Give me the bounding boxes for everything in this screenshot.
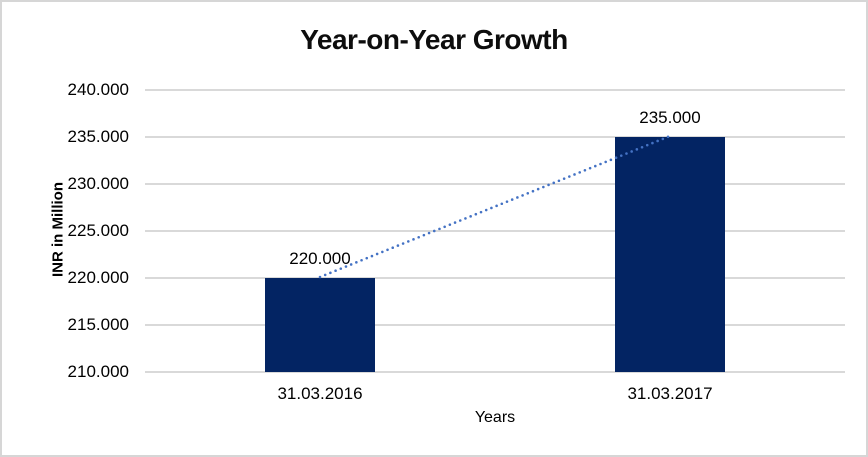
y-tick-label: 225.000: [67, 221, 129, 240]
x-axis-title: Years: [474, 409, 516, 426]
x-tick-label: 31.03.2017: [627, 384, 713, 403]
y-tick-label: 240.000: [67, 80, 129, 99]
x-tick-label: 31.03.2016: [277, 384, 363, 403]
chart-title: Year-on-Year Growth: [300, 24, 568, 55]
gridline: [145, 324, 845, 326]
gridline: [145, 183, 845, 185]
gridline: [145, 89, 845, 91]
y-tick-label: 220.000: [67, 268, 129, 287]
y-tick-label: 235.000: [67, 127, 129, 146]
bar-data-label: 235.000: [639, 108, 701, 127]
y-tick-label: 215.000: [67, 315, 129, 334]
plot-area: [145, 89, 845, 373]
gridline: [145, 277, 845, 279]
y-tick-label: 210.000: [67, 362, 129, 381]
gridline: [145, 136, 845, 138]
gridline: [145, 371, 845, 373]
bar-31.03.2016: [265, 278, 375, 372]
y-tick-label: 230.000: [67, 174, 129, 193]
bar-31.03.2017: [615, 137, 725, 372]
gridline: [145, 230, 845, 232]
bar-data-label: 220.000: [289, 249, 351, 268]
